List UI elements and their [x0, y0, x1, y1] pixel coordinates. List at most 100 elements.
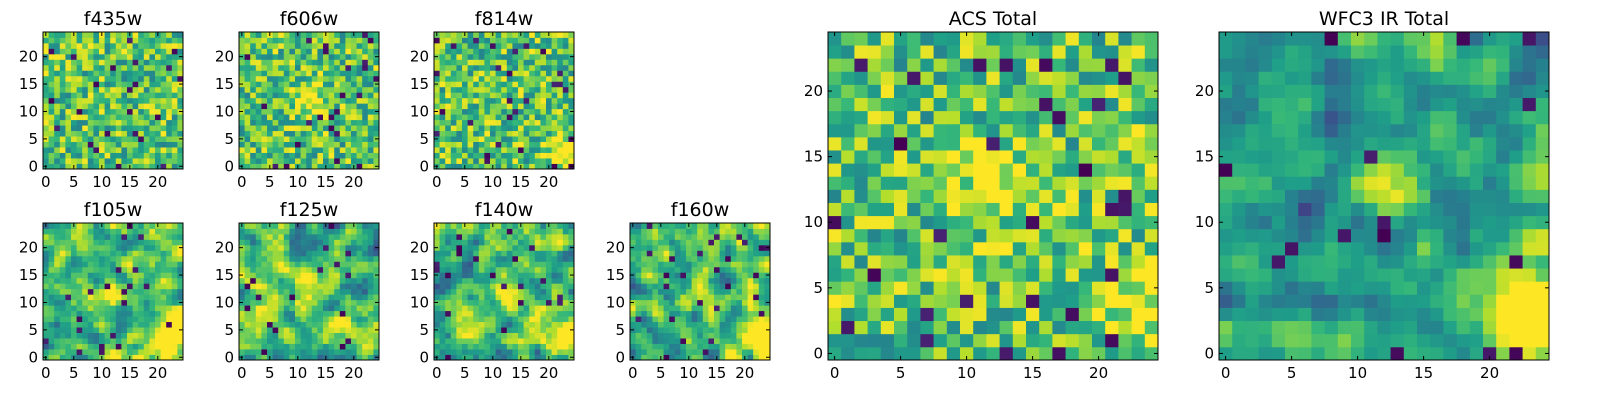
heatmap-cell: [362, 42, 369, 49]
heatmap-cell: [450, 75, 457, 82]
heatmap-cell: [920, 150, 934, 164]
heatmap-cell: [362, 48, 369, 55]
heatmap-cell: [854, 294, 868, 308]
heatmap-cell: [155, 75, 161, 82]
heatmap-cell: [506, 343, 513, 350]
heatmap-cell: [149, 283, 156, 290]
heatmap-cell: [306, 255, 313, 262]
heatmap-cell: [658, 233, 664, 240]
heatmap-cell: [289, 42, 296, 49]
heatmap-cell: [362, 147, 369, 153]
heatmap-cell: [478, 288, 485, 295]
heatmap-cell: [239, 92, 245, 99]
heatmap-cell: [1078, 255, 1093, 269]
heatmap-cell: [434, 152, 440, 159]
heatmap-cell: [534, 48, 541, 55]
heatmap-cell: [171, 338, 178, 344]
heatmap-cell: [59, 294, 66, 301]
heatmap-cell: [99, 294, 105, 301]
heatmap-cell: [641, 343, 648, 350]
heatmap-cell: [462, 70, 468, 77]
heatmap-cell: [71, 261, 77, 268]
heatmap-cell: [495, 37, 502, 44]
x-tick-label: 20: [148, 173, 167, 191]
heatmap-cell: [76, 152, 83, 159]
heatmap-cell: [306, 64, 313, 71]
heatmap-cell: [495, 81, 502, 88]
heatmap-cell: [306, 343, 313, 350]
heatmap-cell: [478, 266, 485, 273]
heatmap-cell: [300, 255, 307, 262]
heatmap-cell: [1039, 176, 1053, 190]
heatmap-cell: [155, 125, 161, 132]
heatmap-cell: [518, 305, 524, 312]
heatmap-cell: [506, 130, 513, 137]
heatmap-cell: [283, 255, 290, 262]
heatmap-cell: [278, 343, 285, 350]
x-tick-label: 5: [69, 364, 79, 382]
heatmap-cell: [669, 288, 676, 295]
heatmap-cell: [646, 299, 653, 306]
heatmap-cell: [143, 294, 150, 301]
heatmap-cell: [239, 125, 245, 132]
heatmap-cell: [450, 354, 457, 361]
heatmap-cell: [177, 255, 184, 262]
heatmap-cell: [76, 299, 83, 306]
heatmap-cell: [506, 163, 513, 170]
heatmap-cell: [445, 70, 452, 77]
heatmap-cell: [311, 53, 318, 60]
heatmap-cell: [986, 228, 1000, 243]
heatmap-cell: [283, 327, 290, 333]
heatmap-cell: [250, 266, 257, 273]
heatmap-cell: [149, 32, 156, 38]
heatmap-cell: [529, 327, 536, 333]
heatmap-cell: [244, 136, 251, 142]
heatmap-cell: [680, 338, 687, 344]
heatmap-cell: [434, 332, 440, 339]
heatmap-cell: [557, 255, 564, 262]
heatmap-cell: [351, 97, 357, 104]
heatmap-cell: [546, 310, 552, 317]
heatmap-cell: [127, 294, 133, 301]
heatmap-cell: [306, 75, 313, 82]
heatmap-cell: [149, 294, 156, 301]
heatmap-cell: [143, 32, 150, 38]
heatmap-cell: [160, 75, 167, 82]
heatmap-cell: [960, 215, 974, 230]
heatmap-cell: [283, 114, 290, 121]
heatmap-cell: [317, 86, 324, 93]
heatmap-cell: [328, 141, 335, 148]
heatmap-cell: [456, 64, 463, 71]
heatmap-cell: [339, 59, 346, 66]
heatmap-cell: [730, 266, 737, 273]
heatmap-cell: [261, 338, 268, 344]
heatmap-cell: [334, 92, 341, 99]
heatmap-cell: [255, 310, 262, 317]
heatmap-cell: [138, 244, 145, 251]
heatmap-cell: [456, 141, 463, 148]
heatmap-cell: [546, 103, 552, 110]
heatmap-cell: [71, 305, 77, 312]
heatmap-cell: [71, 81, 77, 88]
heatmap-cell: [686, 233, 692, 240]
heatmap-cell: [730, 261, 737, 268]
heatmap-cell: [115, 305, 122, 312]
heatmap-cell: [854, 189, 868, 203]
heatmap-cell: [467, 266, 474, 273]
heatmap-cell: [747, 250, 754, 257]
heatmap-cell: [300, 59, 307, 66]
heatmap-cell: [753, 244, 760, 251]
heatmap-cell: [65, 130, 72, 137]
x-tick-label: 5: [69, 173, 79, 191]
heatmap-cell: [121, 158, 128, 164]
heatmap-cell: [110, 321, 117, 328]
heatmap-cell: [1012, 346, 1027, 361]
heatmap-cell: [87, 64, 94, 71]
heatmap-cell: [48, 261, 55, 268]
heatmap-cell: [747, 255, 754, 262]
heatmap-cell: [462, 59, 468, 66]
heatmap-cell: [686, 305, 692, 312]
heatmap-cell: [250, 228, 257, 235]
heatmap-cell: [93, 310, 100, 317]
heatmap-cell: [54, 70, 61, 77]
